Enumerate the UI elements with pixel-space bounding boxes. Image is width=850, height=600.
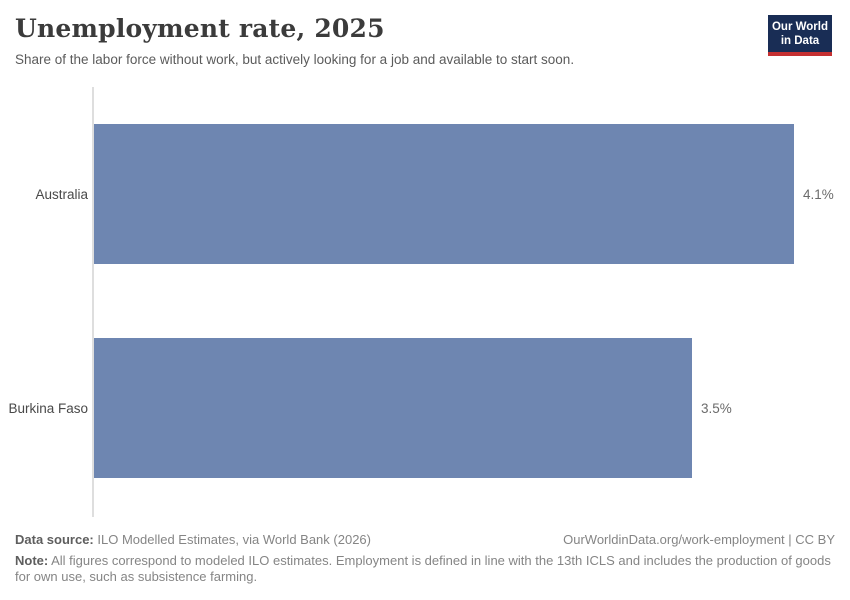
- data-source-label: Data source:: [15, 532, 94, 547]
- bar-row-burkina-faso: Burkina Faso 3.5%: [0, 338, 732, 478]
- bar-chart: Australia 4.1% Burkina Faso 3.5%: [0, 87, 850, 517]
- note-label: Note:: [15, 553, 49, 568]
- data-source: Data source: ILO Modelled Estimates, via…: [15, 532, 371, 548]
- bar-burkina-faso[interactable]: [94, 338, 692, 478]
- category-label-australia: Australia: [35, 186, 88, 202]
- bar-australia[interactable]: [94, 124, 794, 264]
- citation-link[interactable]: OurWorldinData.org/work-employment | CC …: [563, 532, 835, 547]
- chart-subtitle: Share of the labor force without work, b…: [15, 52, 575, 67]
- value-label-australia: 4.1%: [803, 186, 834, 202]
- value-label-burkina-faso: 3.5%: [701, 400, 732, 416]
- note-text: All figures correspond to modeled ILO es…: [15, 553, 831, 584]
- data-source-text: ILO Modelled Estimates, via World Bank (…: [97, 532, 371, 547]
- note: Note: All figures correspond to modeled …: [15, 553, 835, 585]
- owid-logo-line1: Our World: [771, 21, 828, 33]
- owid-logo: Our World in Data: [768, 15, 832, 56]
- category-label-burkina-faso: Burkina Faso: [8, 400, 88, 416]
- bar-row-australia: Australia 4.1%: [0, 124, 834, 264]
- owid-logo-line2: in Data: [780, 35, 820, 47]
- y-axis-line: [92, 87, 94, 517]
- chart-header: Unemployment rate, 2025 Share of the lab…: [15, 14, 835, 67]
- chart-footer: Data source: ILO Modelled Estimates, via…: [15, 532, 835, 585]
- source-row: Data source: ILO Modelled Estimates, via…: [15, 532, 835, 548]
- page-title: Unemployment rate, 2025: [15, 14, 385, 43]
